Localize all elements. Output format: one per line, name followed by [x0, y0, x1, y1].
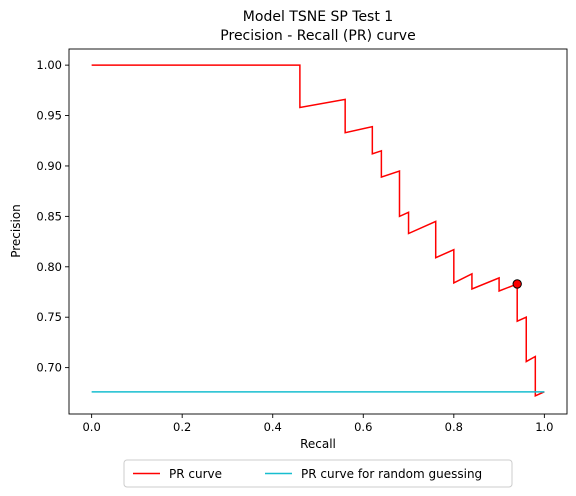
x-tick-label: 0.2: [173, 420, 191, 434]
threshold-point-marker: [512, 279, 522, 289]
x-tick-label: 0.0: [82, 420, 100, 434]
plot-content: [91, 64, 545, 398]
pr-curve-line: [91, 64, 545, 398]
x-tick-label: 0.4: [264, 420, 282, 434]
x-tick-label: 0.6: [354, 420, 372, 434]
y-tick-label: 0.85: [36, 209, 62, 223]
y-tick-label: 0.80: [36, 260, 62, 274]
legend-box: [123, 459, 513, 488]
legend-label-pr-curve: PR curve: [169, 467, 222, 481]
y-tick-label: 0.90: [36, 159, 62, 173]
x-tick-label: 1.0: [535, 420, 553, 434]
chart-title: Model TSNE SP Test 1: [243, 9, 393, 25]
x-axis: 0.0 0.2 0.4 0.6 0.8 1.0: [82, 414, 554, 434]
plot-frame: [68, 48, 568, 415]
y-tick-label: 0.70: [36, 361, 62, 375]
x-axis-label: Recall: [300, 437, 336, 451]
y-tick-label: 0.75: [36, 310, 62, 324]
chart-subtitle: Precision - Recall (PR) curve: [220, 28, 415, 44]
x-tick-label: 0.8: [445, 420, 463, 434]
y-tick-label: 0.95: [36, 109, 62, 123]
legend-label-random-guessing: PR curve for random guessing: [301, 467, 482, 481]
y-axis: 0.70 0.75 0.80 0.85 0.90 0.95 1.00: [36, 58, 69, 375]
y-tick-label: 1.00: [36, 58, 62, 72]
y-axis-label: Precision: [9, 204, 23, 258]
legend: PR curve PR curve for random guessing: [123, 459, 513, 488]
